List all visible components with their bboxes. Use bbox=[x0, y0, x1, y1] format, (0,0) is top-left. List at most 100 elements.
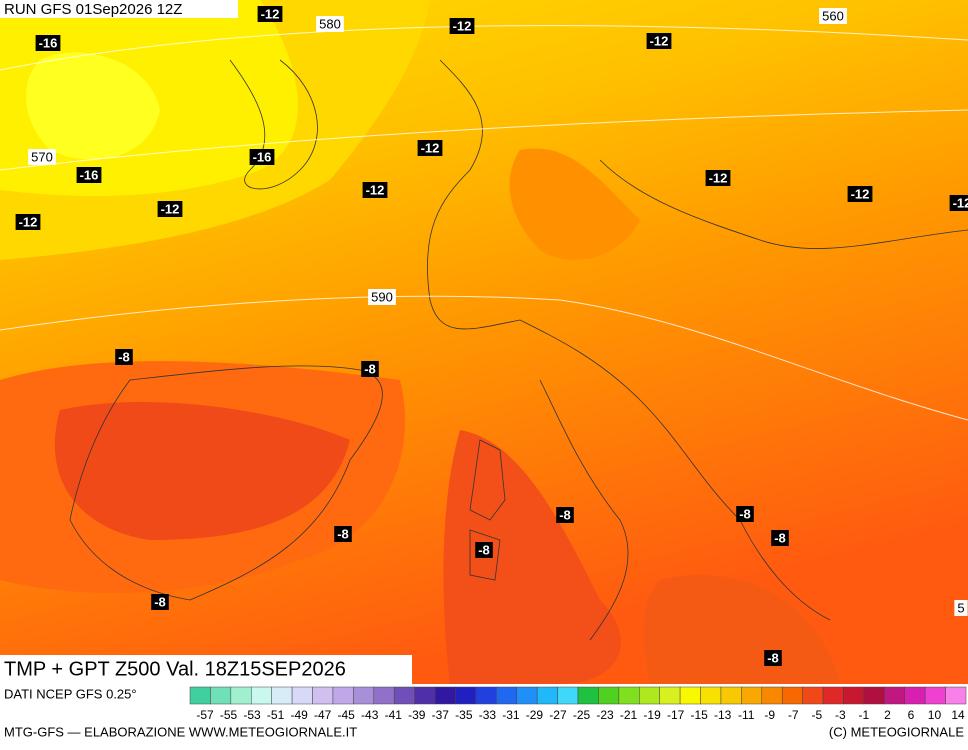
color-cell bbox=[679, 686, 701, 705]
map bbox=[0, 0, 968, 684]
contour-label: -12 bbox=[953, 195, 968, 210]
contour-label: -12 bbox=[421, 140, 440, 155]
color-scale-label: -55 bbox=[220, 708, 238, 722]
color-cell bbox=[373, 686, 395, 705]
contour-label: 570 bbox=[31, 149, 53, 164]
color-scale-label: -17 bbox=[667, 708, 685, 722]
contour-label: -12 bbox=[453, 18, 472, 33]
contour-label-box bbox=[316, 16, 344, 32]
color-cell bbox=[251, 686, 272, 705]
contour-label: 5 bbox=[957, 600, 964, 615]
color-scale-label: -53 bbox=[243, 708, 261, 722]
color-scale-label: -27 bbox=[549, 708, 567, 722]
color-cell bbox=[618, 686, 640, 705]
color-scale-label: -37 bbox=[432, 708, 450, 722]
color-cell bbox=[516, 686, 538, 705]
contour-label-box bbox=[417, 140, 443, 156]
color-cell bbox=[720, 686, 742, 705]
contour-label-box bbox=[35, 35, 61, 51]
field-area bbox=[509, 148, 640, 260]
color-cell bbox=[312, 686, 334, 705]
field-area bbox=[443, 430, 621, 684]
color-scale-label: -5 bbox=[811, 708, 822, 722]
color-scale-label: 2 bbox=[884, 708, 891, 722]
color-scale-label: -31 bbox=[502, 708, 520, 722]
data-source: DATI NCEP GFS 0.25° bbox=[4, 686, 137, 701]
color-scale-label: -7 bbox=[788, 708, 799, 722]
contour-label-box bbox=[475, 542, 493, 558]
contour-label-box bbox=[847, 186, 873, 202]
contour-label: -16 bbox=[39, 35, 58, 50]
contour-label: -8 bbox=[774, 530, 786, 545]
color-scale-label: -35 bbox=[455, 708, 473, 722]
contour-label: -8 bbox=[118, 349, 130, 364]
contour-labels: -12 580 -12 560 -16 -12 570 -16 -12 -16 -12 -12 -12 -… bbox=[15, 6, 968, 666]
contour-label-box bbox=[249, 149, 275, 165]
contour-label: 590 bbox=[371, 289, 393, 304]
contour-label: -8 bbox=[767, 650, 779, 665]
contour-label: -12 bbox=[709, 170, 728, 185]
contour-label: -8 bbox=[154, 594, 166, 609]
color-cell bbox=[741, 686, 763, 705]
color-scale: -57 -55 -53 -51 -49 -47 -45 -43 -41 -39 -37 -35 -33-… bbox=[189, 686, 967, 722]
color-scale-label: -41 bbox=[385, 708, 403, 722]
color-cell bbox=[434, 686, 456, 705]
contour-label-box bbox=[556, 507, 574, 523]
color-scale-label: -15 bbox=[690, 708, 708, 722]
color-cell bbox=[332, 686, 354, 705]
run-label: RUN GFS 01Sep2026 12Z bbox=[4, 1, 182, 18]
color-cell bbox=[189, 686, 211, 705]
field-area bbox=[26, 52, 160, 160]
contour-label-box bbox=[705, 170, 731, 186]
geopotential-contours bbox=[0, 25, 968, 421]
contour-label: -8 bbox=[739, 506, 751, 521]
color-scale-label: -11 bbox=[738, 708, 755, 722]
contour-label-box bbox=[771, 530, 789, 546]
color-scale-label: -51 bbox=[267, 708, 285, 722]
color-scale-label: -23 bbox=[596, 708, 614, 722]
color-cell bbox=[884, 686, 905, 705]
contour-label-box bbox=[361, 361, 379, 377]
contour-label: 580 bbox=[319, 16, 341, 31]
color-cell bbox=[230, 686, 252, 705]
contour-label-box bbox=[334, 526, 352, 542]
contour-label-box bbox=[257, 6, 283, 22]
credits: MTG-GFS — ELABORAZIONE WWW.METEOGIORNALE… bbox=[4, 724, 357, 739]
contour-label-box bbox=[949, 195, 968, 211]
color-cell bbox=[781, 686, 803, 705]
contour-label: -12 bbox=[161, 201, 180, 216]
color-cell bbox=[291, 686, 313, 705]
contour-label-box bbox=[449, 18, 475, 34]
color-scale-label: 6 bbox=[908, 708, 915, 722]
color-cell bbox=[802, 686, 824, 705]
contour-label: -8 bbox=[559, 507, 571, 522]
color-cell bbox=[557, 686, 579, 705]
contour-label: -8 bbox=[478, 542, 490, 557]
field-area bbox=[643, 574, 840, 684]
copyright: (C) METEOGIORNALE bbox=[829, 724, 964, 739]
color-cell bbox=[353, 686, 375, 705]
color-cell bbox=[271, 686, 293, 705]
title-box bbox=[0, 655, 412, 684]
color-scale-label: -49 bbox=[290, 708, 308, 722]
color-cell bbox=[924, 686, 946, 705]
color-cell bbox=[945, 686, 967, 705]
color-cell bbox=[843, 686, 865, 705]
color-cell bbox=[210, 686, 232, 705]
contour-label: -8 bbox=[364, 361, 376, 376]
contour-label: -16 bbox=[253, 149, 272, 164]
color-cell bbox=[414, 686, 436, 705]
color-scale-label: -29 bbox=[526, 708, 544, 722]
color-scale-label: -3 bbox=[835, 708, 846, 722]
color-cell bbox=[598, 686, 620, 705]
coastlines bbox=[69, 59, 968, 641]
contour-label-box bbox=[115, 349, 133, 365]
color-cell bbox=[863, 686, 885, 705]
color-cell bbox=[904, 686, 926, 705]
color-scale-label: -25 bbox=[573, 708, 591, 722]
color-cell bbox=[577, 686, 599, 705]
contour-label: -16 bbox=[80, 167, 99, 182]
color-cell bbox=[700, 686, 722, 705]
color-scale-label: -43 bbox=[361, 708, 379, 722]
contour-label-box bbox=[28, 149, 56, 165]
